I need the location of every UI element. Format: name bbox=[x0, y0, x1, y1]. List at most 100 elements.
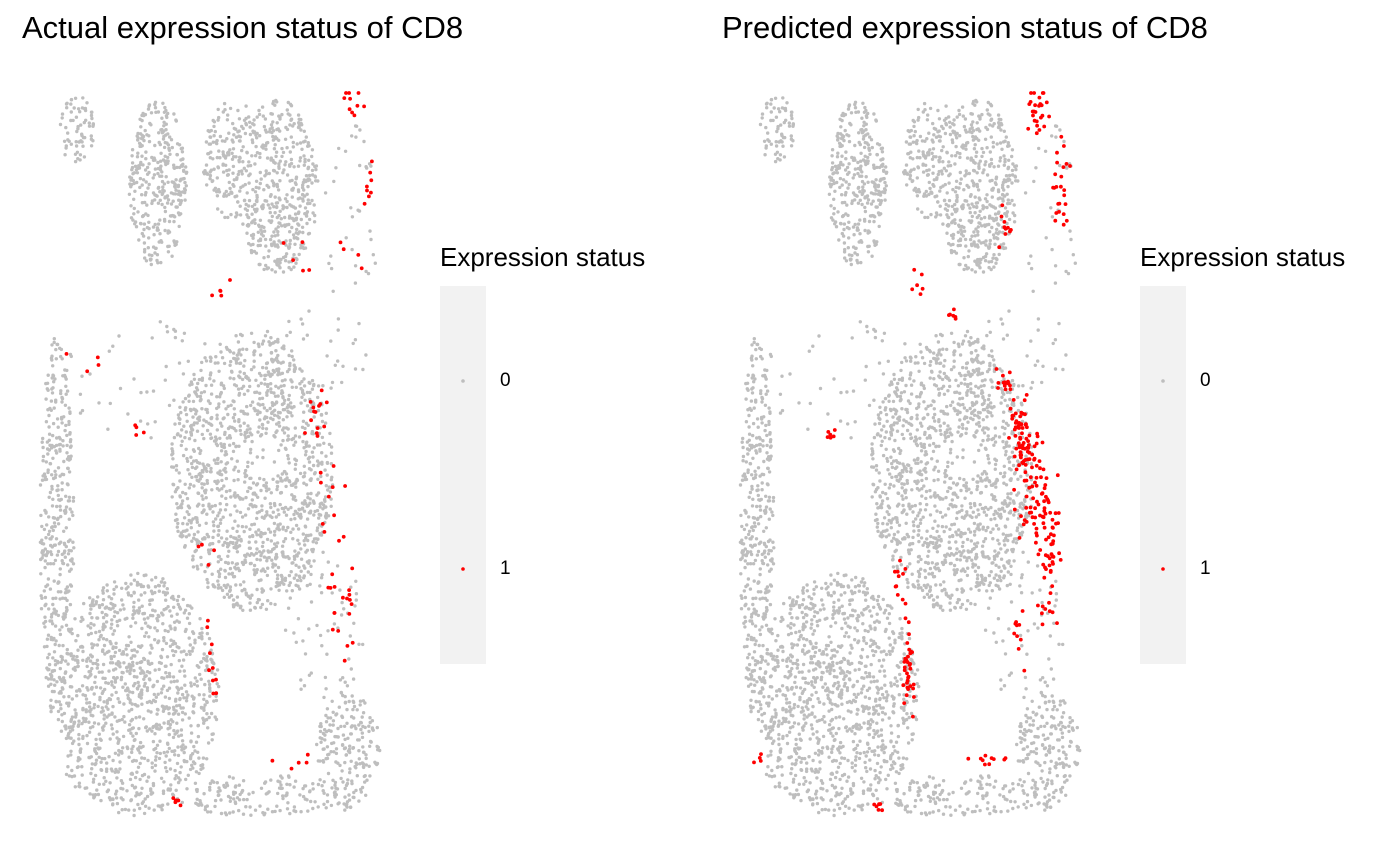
point-status-0 bbox=[271, 510, 275, 514]
point-status-0 bbox=[336, 726, 340, 731]
point-status-0 bbox=[288, 203, 292, 207]
point-status-0 bbox=[310, 378, 315, 383]
point-status-0 bbox=[162, 705, 166, 709]
point-status-0 bbox=[242, 198, 247, 202]
point-status-0 bbox=[310, 148, 315, 152]
point-status-0 bbox=[273, 602, 277, 607]
point-status-0 bbox=[1054, 135, 1058, 139]
point-status-0 bbox=[50, 487, 54, 491]
point-status-0 bbox=[312, 446, 316, 450]
point-status-0 bbox=[96, 704, 100, 709]
point-status-0 bbox=[212, 523, 216, 528]
point-status-0 bbox=[60, 112, 65, 116]
point-status-0 bbox=[130, 726, 134, 731]
point-status-0 bbox=[171, 675, 176, 679]
point-status-0 bbox=[279, 774, 283, 778]
point-status-0 bbox=[237, 139, 242, 143]
point-status-1 bbox=[370, 159, 374, 164]
point-status-0 bbox=[306, 492, 310, 496]
point-status-0 bbox=[276, 508, 280, 512]
point-status-0 bbox=[208, 507, 212, 511]
point-status-0 bbox=[69, 444, 73, 448]
point-status-1 bbox=[341, 595, 345, 600]
point-status-0 bbox=[69, 142, 73, 146]
point-status-0 bbox=[357, 723, 361, 727]
point-status-0 bbox=[172, 219, 176, 224]
point-status-0 bbox=[242, 364, 246, 368]
point-status-0 bbox=[48, 704, 53, 708]
point-status-0 bbox=[323, 499, 327, 503]
point-status-0 bbox=[132, 600, 136, 605]
point-status-0 bbox=[866, 727, 870, 731]
point-status-0 bbox=[143, 200, 147, 205]
point-status-0 bbox=[272, 546, 276, 551]
point-status-0 bbox=[262, 555, 267, 559]
point-status-0 bbox=[255, 587, 259, 592]
point-status-0 bbox=[845, 686, 850, 690]
point-status-0 bbox=[965, 559, 969, 563]
point-status-0 bbox=[361, 765, 366, 770]
point-status-0 bbox=[361, 642, 365, 647]
point-status-0 bbox=[239, 185, 243, 190]
point-status-0 bbox=[877, 703, 882, 708]
point-status-0 bbox=[41, 436, 45, 441]
point-status-0 bbox=[889, 739, 893, 743]
point-status-0 bbox=[360, 731, 364, 735]
point-status-0 bbox=[106, 681, 111, 685]
point-status-0 bbox=[101, 598, 106, 602]
point-status-0 bbox=[333, 734, 337, 739]
point-status-0 bbox=[167, 706, 171, 710]
point-status-0 bbox=[93, 680, 97, 685]
point-status-0 bbox=[311, 782, 315, 786]
point-status-0 bbox=[189, 408, 193, 413]
point-status-0 bbox=[135, 134, 139, 138]
point-status-0 bbox=[140, 231, 144, 236]
point-status-0 bbox=[202, 656, 206, 661]
point-status-0 bbox=[756, 425, 760, 429]
point-status-0 bbox=[290, 354, 294, 359]
point-status-0 bbox=[297, 508, 302, 512]
point-status-0 bbox=[59, 389, 63, 393]
point-status-0 bbox=[64, 125, 68, 130]
point-status-0 bbox=[44, 420, 49, 424]
point-status-0 bbox=[58, 677, 63, 681]
point-status-0 bbox=[173, 422, 177, 426]
point-status-0 bbox=[300, 322, 305, 326]
point-status-0 bbox=[280, 146, 284, 151]
point-status-0 bbox=[266, 389, 270, 393]
point-status-0 bbox=[319, 591, 324, 595]
point-status-0 bbox=[143, 804, 148, 808]
point-status-0 bbox=[275, 577, 280, 581]
point-status-0 bbox=[115, 730, 119, 734]
point-status-0 bbox=[217, 528, 221, 533]
point-status-0 bbox=[330, 591, 334, 595]
point-status-0 bbox=[139, 593, 143, 597]
point-status-0 bbox=[50, 484, 54, 489]
point-status-1 bbox=[206, 563, 211, 567]
point-status-0 bbox=[240, 333, 244, 338]
point-status-0 bbox=[276, 386, 281, 390]
point-status-0 bbox=[69, 110, 73, 114]
point-status-0 bbox=[131, 654, 135, 658]
legend-label-0: 0 bbox=[500, 370, 511, 391]
point-status-0 bbox=[266, 807, 270, 811]
point-status-0 bbox=[195, 564, 199, 568]
point-status-0 bbox=[993, 549, 997, 553]
point-status-0 bbox=[252, 365, 256, 369]
point-status-0 bbox=[176, 712, 181, 716]
point-status-0 bbox=[240, 148, 244, 153]
point-status-0 bbox=[373, 760, 377, 764]
point-status-0 bbox=[88, 596, 92, 600]
point-status-0 bbox=[84, 717, 88, 721]
point-status-1 bbox=[315, 434, 320, 438]
point-status-0 bbox=[195, 684, 200, 688]
point-status-0 bbox=[256, 243, 260, 248]
point-status-0 bbox=[68, 457, 72, 461]
point-status-0 bbox=[299, 687, 303, 691]
point-status-0 bbox=[264, 143, 268, 148]
point-status-0 bbox=[795, 666, 799, 670]
point-status-0 bbox=[105, 701, 110, 705]
point-status-0 bbox=[246, 507, 251, 511]
point-status-0 bbox=[175, 721, 179, 725]
point-status-0 bbox=[88, 705, 92, 709]
